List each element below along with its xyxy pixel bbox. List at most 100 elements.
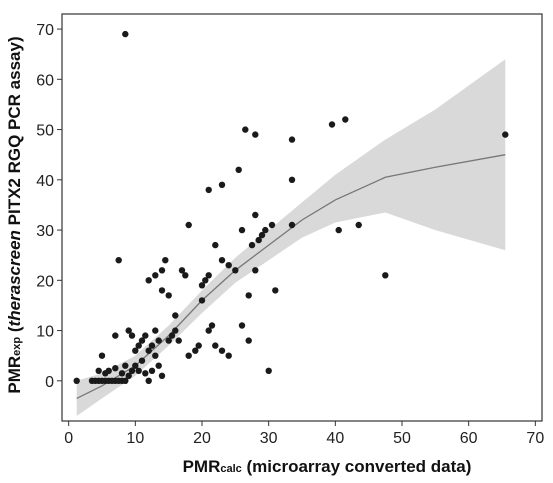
data-point	[205, 272, 212, 279]
data-point	[268, 221, 276, 229]
data-point	[252, 267, 259, 274]
data-point	[252, 211, 259, 219]
data-point	[152, 272, 159, 279]
data-point	[132, 362, 139, 369]
y-tick-label: 10	[36, 324, 54, 341]
data-point	[152, 352, 159, 359]
y-tick-label: 70	[36, 22, 54, 39]
data-point	[155, 362, 162, 369]
data-point	[148, 367, 156, 374]
data-point	[115, 257, 122, 264]
data-point	[155, 337, 162, 344]
y-axis-title-close: PITX2 RGQ PCR assay)	[5, 36, 24, 230]
data-point	[208, 322, 216, 329]
data-point	[172, 312, 179, 319]
data-point	[288, 136, 296, 143]
data-point	[248, 241, 256, 249]
x-tick-label: 30	[260, 430, 278, 447]
data-point	[122, 362, 129, 369]
data-point	[255, 236, 262, 244]
x-tick-label: 40	[326, 430, 344, 447]
data-point	[238, 322, 246, 329]
data-point	[158, 372, 166, 379]
data-point	[225, 352, 232, 359]
data-point	[165, 292, 172, 299]
x-tick-label: 60	[460, 430, 478, 447]
data-point	[252, 131, 259, 138]
data-point	[198, 297, 206, 304]
confidence-band	[76, 59, 506, 416]
data-point	[165, 337, 172, 344]
data-point	[288, 221, 296, 229]
y-axis-title-open: (	[5, 326, 24, 337]
data-point	[138, 357, 146, 364]
data-point	[172, 327, 179, 334]
data-point	[148, 342, 156, 349]
data-point	[138, 337, 146, 344]
y-tick-label: 20	[36, 273, 54, 290]
x-axis-title-main: PMR	[183, 457, 221, 476]
data-point	[272, 287, 279, 294]
data-points	[73, 30, 509, 384]
data-point	[235, 166, 242, 173]
y-axis-ticks: 0 10 20 30 40 50 60 70	[36, 22, 62, 391]
x-axis-title-sub: calc	[220, 463, 241, 475]
x-tick-label: 10	[126, 430, 144, 447]
data-point	[205, 186, 212, 194]
data-point	[122, 30, 129, 38]
data-point	[182, 272, 189, 279]
data-point	[145, 277, 152, 284]
data-point	[175, 337, 182, 344]
data-point	[135, 342, 142, 349]
x-axis-title: PMRcalc (microarray converted data)	[183, 457, 472, 476]
data-point	[262, 226, 269, 234]
y-tick-label: 50	[36, 123, 54, 140]
data-point	[132, 347, 139, 354]
data-point	[128, 367, 136, 374]
data-point	[142, 332, 149, 339]
data-point	[355, 221, 362, 229]
y-tick-label: 40	[36, 173, 54, 190]
x-axis-ticks: 0 10 20 30 40 50 60 70	[64, 421, 544, 447]
data-point	[125, 327, 132, 334]
data-point	[112, 365, 119, 372]
data-point	[192, 347, 199, 354]
x-tick-label: 50	[393, 430, 411, 447]
data-point	[73, 377, 80, 384]
x-tick-label: 70	[526, 430, 544, 447]
data-point	[502, 131, 509, 138]
data-point	[212, 342, 219, 349]
data-point	[162, 257, 169, 264]
data-point	[118, 370, 126, 377]
y-tick-label: 0	[45, 374, 54, 391]
y-tick-label: 30	[36, 223, 54, 240]
data-point	[105, 367, 112, 374]
plot-frame	[61, 13, 543, 422]
data-point	[158, 287, 166, 294]
data-point	[328, 121, 336, 128]
y-axis-title-main: PMR	[5, 356, 24, 394]
data-point	[238, 226, 246, 234]
data-point	[288, 176, 296, 183]
data-point	[205, 327, 212, 334]
data-point	[125, 372, 132, 379]
data-point	[112, 332, 119, 339]
data-point	[145, 347, 152, 354]
data-point	[142, 370, 149, 377]
data-point	[168, 332, 176, 339]
data-point	[218, 257, 226, 264]
data-point	[212, 241, 219, 249]
data-point	[335, 226, 342, 234]
y-axis-title-sub: exp	[11, 337, 23, 356]
data-point	[342, 116, 349, 123]
data-point	[242, 126, 249, 133]
data-point	[218, 347, 226, 354]
data-point	[232, 267, 239, 274]
data-point	[128, 332, 136, 339]
x-tick-label: 0	[64, 430, 73, 447]
data-point	[245, 292, 252, 299]
data-point	[95, 367, 102, 374]
data-point	[195, 342, 202, 349]
data-point	[122, 377, 129, 384]
data-point	[135, 367, 142, 374]
